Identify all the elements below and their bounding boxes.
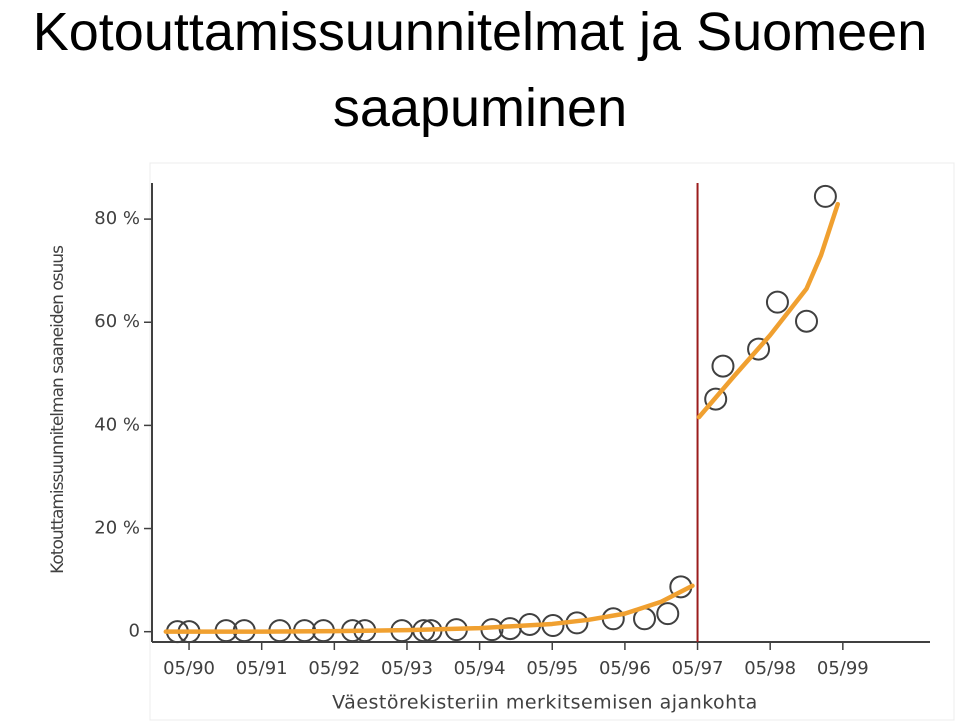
x-tick-label: 05/98: [744, 658, 796, 679]
x-axis-label: Väestörekisteriin merkitsemisen ajankoht…: [332, 692, 758, 714]
trend-line: [163, 583, 695, 634]
slide-title: Kotouttamissuunnitelmat ja Suomeen saapu…: [32, 2, 928, 138]
data-point: [711, 354, 735, 378]
x-tick-label: 05/90: [163, 658, 215, 679]
x-tick-label: 05/96: [599, 658, 651, 679]
data-point: [656, 602, 680, 626]
x-tick-label: 05/99: [817, 658, 869, 679]
y-tick-label: 20 %: [94, 518, 140, 539]
chart-frame: [149, 162, 955, 721]
data-point: [813, 184, 837, 208]
data-point: [747, 337, 771, 361]
data-point: [795, 309, 819, 333]
y-tick-label: 0: [129, 621, 140, 642]
x-tick-label: 05/92: [308, 658, 360, 679]
y-axis-label: Kotouttamissuunnitelman saaneiden osuus: [48, 245, 68, 574]
x-tick-label: 05/95: [526, 658, 578, 679]
y-tick-label: 60 %: [94, 311, 140, 332]
data-point: [765, 290, 789, 314]
x-tick-label: 05/93: [381, 658, 433, 679]
x-tick-label: 05/94: [454, 658, 506, 679]
x-tick-label: 05/91: [236, 658, 288, 679]
y-tick-label: 40 %: [94, 414, 140, 435]
y-tick-label: 80 %: [94, 208, 140, 229]
x-tick-label: 05/97: [672, 658, 724, 679]
data-point: [704, 387, 728, 411]
trend-line: [696, 201, 840, 420]
